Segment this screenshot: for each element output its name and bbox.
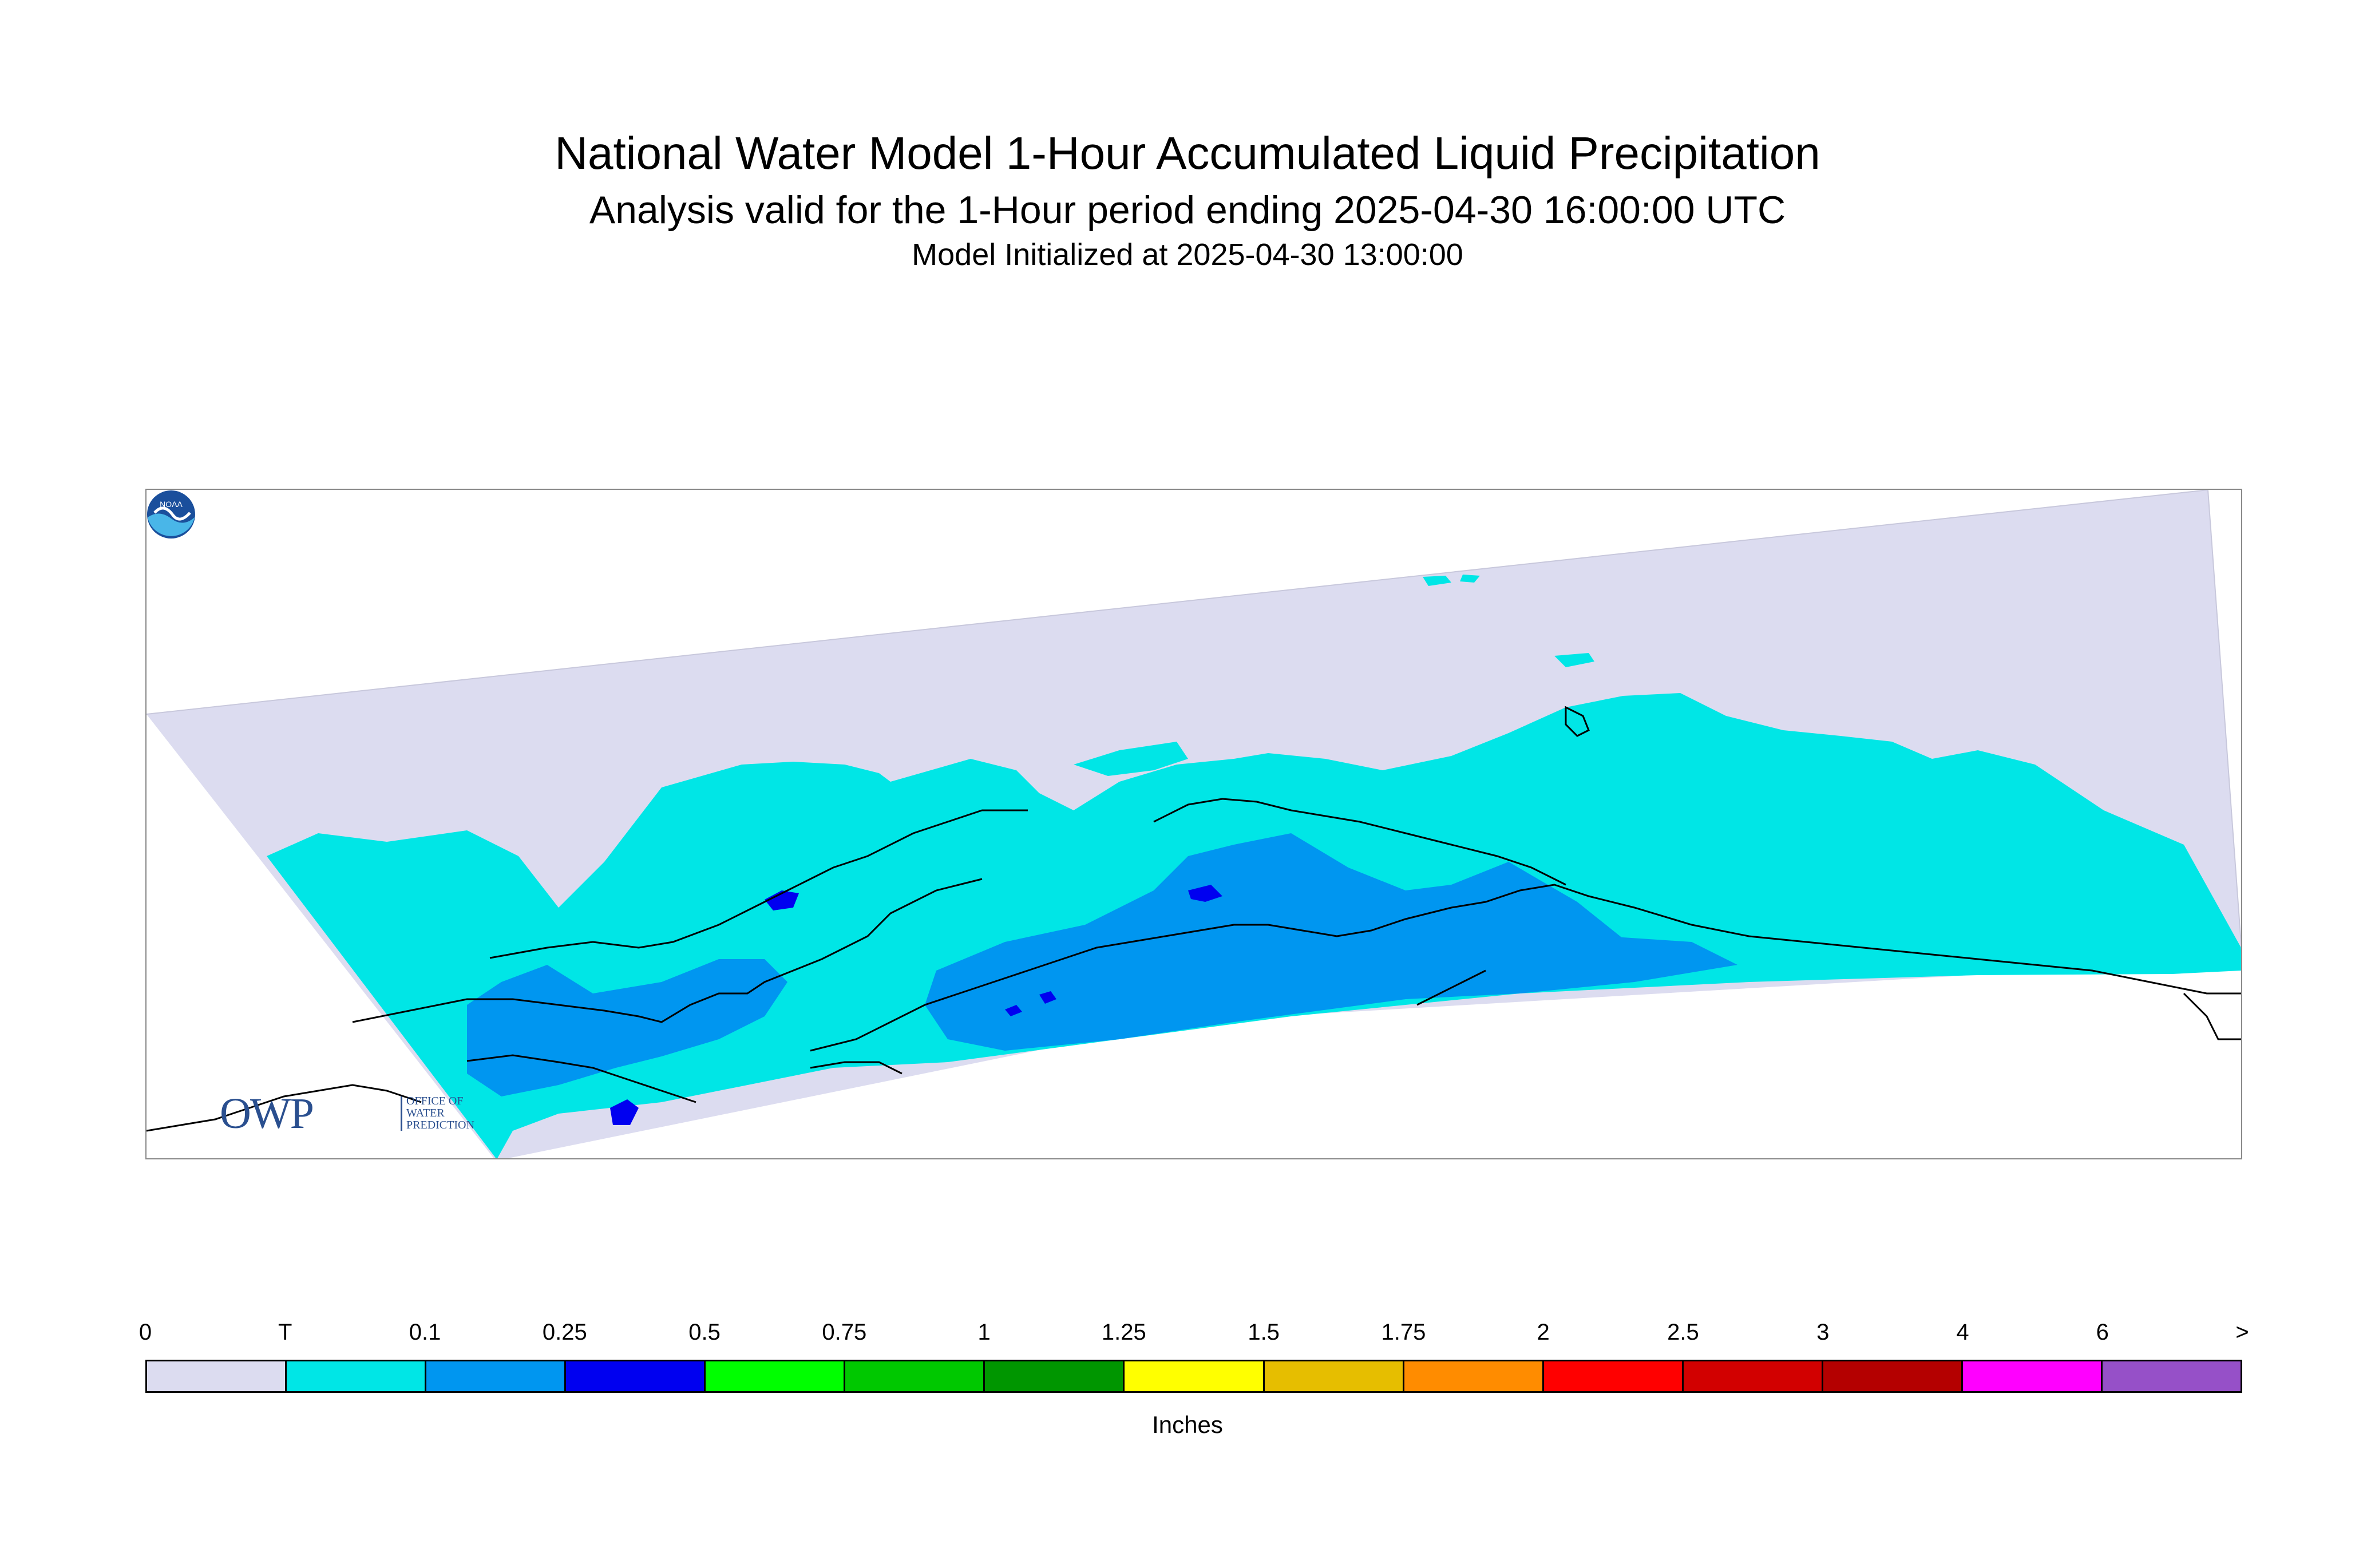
legend-tick-label: 0.25 (542, 1320, 587, 1345)
legend-tick-label: 1.5 (1248, 1320, 1280, 1345)
svg-text:NOAA: NOAA (160, 500, 183, 509)
legend-swatch-10 (1543, 1361, 1684, 1391)
legend-tick-label: 1.75 (1381, 1320, 1426, 1345)
domain-edge (147, 490, 2241, 952)
legend-tick-label: 1.25 (1101, 1320, 1146, 1345)
legend-swatch-11 (1683, 1361, 1823, 1391)
legend-tick-label: 0.75 (822, 1320, 867, 1345)
legend-swatch-3 (566, 1361, 706, 1391)
legend-swatch-13 (1962, 1361, 2103, 1391)
legend-swatch-8 (1264, 1361, 1404, 1391)
legend-tick-label: 0.1 (409, 1320, 441, 1345)
legend-swatch-9 (1404, 1361, 1544, 1391)
precip-light-area (467, 959, 787, 1096)
noaa-logo: NOAA (147, 490, 195, 538)
owp-logo-text: OWP (220, 1090, 314, 1138)
legend-tick-label: 6 (2096, 1320, 2109, 1345)
legend-swatch-7 (1125, 1361, 1265, 1391)
map-canvas (147, 490, 2241, 1158)
legend-swatch-1 (287, 1361, 427, 1391)
legend-tick-label: 2 (1537, 1320, 1550, 1345)
precip-light-gulf (925, 833, 1634, 1051)
legend-swatch-5 (845, 1361, 985, 1391)
legend-swatch-2 (426, 1361, 567, 1391)
legend-swatch-12 (1823, 1361, 1963, 1391)
legend-tick-label: 1 (977, 1320, 991, 1345)
legend-tick-label: 0.5 (688, 1320, 721, 1345)
precipitation-map: OWP OFFICE OF WATER PREDICTION NOAA (145, 489, 2242, 1159)
legend-tick-label: 0 (138, 1320, 152, 1345)
owp-logo-subtext: OFFICE OF WATER PREDICTION (406, 1095, 474, 1131)
precipitation-legend (145, 1360, 2242, 1393)
legend-tick-label: 3 (1816, 1320, 1830, 1345)
map-title: National Water Model 1-Hour Accumulated … (555, 128, 1820, 179)
legend-swatch-0 (147, 1361, 287, 1391)
legend-swatch-6 (985, 1361, 1125, 1391)
legend-tick-label: 2.5 (1667, 1320, 1699, 1345)
owp-logo-divider (401, 1096, 402, 1131)
precip-trace-north (1074, 575, 1594, 776)
precip-light-southeast (1320, 925, 1737, 1005)
legend-tick-label: 4 (1956, 1320, 1969, 1345)
legend-tick-label: T (278, 1320, 292, 1345)
model-init-line: Model Initialized at 2025-04-30 13:00:00 (912, 237, 1463, 272)
map-subtitle: Analysis valid for the 1-Hour period end… (589, 188, 1786, 232)
legend-swatch-4 (706, 1361, 846, 1391)
legend-units: Inches (1152, 1411, 1223, 1438)
legend-tick-label: > (2235, 1320, 2249, 1345)
coastline (147, 706, 2241, 1132)
legend-swatch-14 (2102, 1361, 2241, 1391)
